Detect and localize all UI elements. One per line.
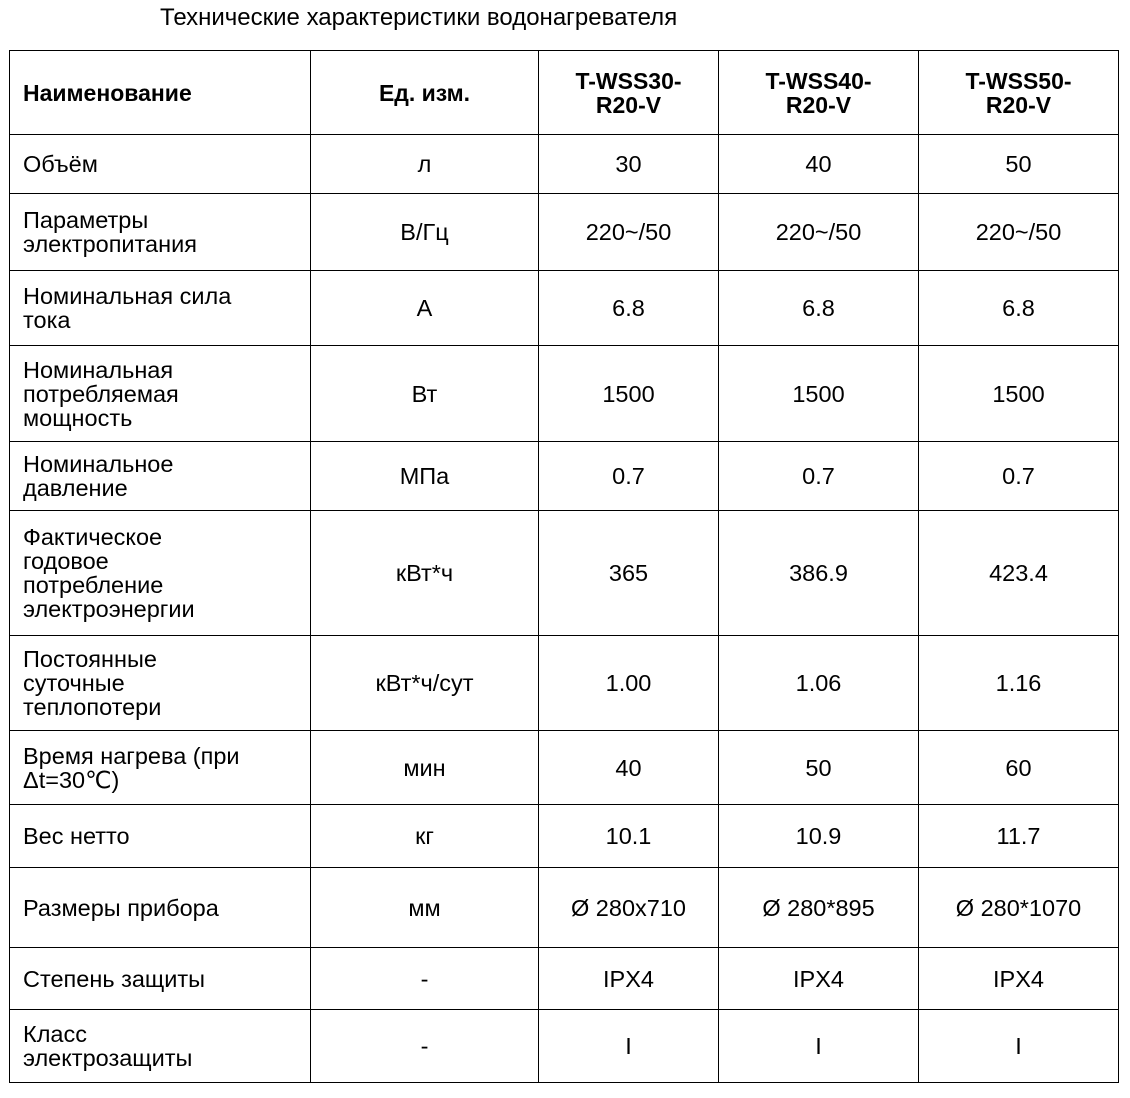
- table-cell: 1.16: [918, 635, 1119, 731]
- table-cell: 365: [538, 510, 719, 636]
- table-cell: 50: [918, 134, 1119, 194]
- header-cell: Ед. изм.: [310, 50, 539, 135]
- table-cell: 6.8: [538, 270, 719, 346]
- table-cell: Номинальное давление: [9, 441, 311, 511]
- table-cell: кВт*ч: [310, 510, 539, 636]
- table-cell: 6.8: [718, 270, 919, 346]
- table-cell: 423.4: [918, 510, 1119, 636]
- table-cell: Ø 280*895: [718, 867, 919, 948]
- table-cell: кВт*ч/сут: [310, 635, 539, 731]
- spec-table: Наименование Ед. изм. T-WSS30- R20-V T-WSS4…: [9, 50, 1119, 1083]
- table-cell: 40: [538, 730, 719, 805]
- table-cell: кг: [310, 804, 539, 868]
- header-cell: Наименование: [9, 50, 311, 135]
- table-row: Фактическое годовое потребление электроэ…: [9, 510, 1119, 636]
- table-row: Постоянные суточные теплопотери кВт*ч/сут…: [9, 635, 1119, 731]
- document-title: Технические характеристики водонагревате…: [160, 4, 678, 31]
- table-cell: Степень защиты: [9, 947, 311, 1010]
- table-cell: Вт: [310, 345, 539, 442]
- table-row: Номинальная сила тока А 6.8 6.8 6.8: [9, 270, 1119, 346]
- table-cell: 6.8: [918, 270, 1119, 346]
- table-cell: Параметры электропитания: [9, 193, 311, 271]
- table-cell: IPX4: [918, 947, 1119, 1010]
- table-cell: Размеры прибора: [9, 867, 311, 948]
- table-cell: Время нагрева (при Δt=30℃): [9, 730, 311, 805]
- table-cell: I: [918, 1009, 1119, 1083]
- table-cell: I: [538, 1009, 719, 1083]
- table-cell: Номинальная потребляемая мощность: [9, 345, 311, 442]
- header-cell: T-WSS30- R20-V: [538, 50, 719, 135]
- table-cell: 60: [918, 730, 1119, 805]
- table-row: Время нагрева (при Δt=30℃) мин 40 50 60: [9, 730, 1119, 805]
- table-cell: 1.00: [538, 635, 719, 731]
- table-row: Размеры прибора мм Ø 280x710 Ø 280*895 Ø 280…: [9, 867, 1119, 948]
- table-cell: Фактическое годовое потребление электроэ…: [9, 510, 311, 636]
- table-row: Объём л 30 40 50: [9, 134, 1119, 194]
- table-cell: 1.06: [718, 635, 919, 731]
- header-cell: T-WSS50- R20-V: [918, 50, 1119, 135]
- table-cell: Класс электрозащиты: [9, 1009, 311, 1083]
- table-cell: л: [310, 134, 539, 194]
- table-cell: 220~/50: [918, 193, 1119, 271]
- table-cell: мин: [310, 730, 539, 805]
- table-row: Параметры электропитания В/Гц 220~/50 220~/…: [9, 193, 1119, 271]
- table-cell: IPX4: [718, 947, 919, 1010]
- header-row: Наименование Ед. изм. T-WSS30- R20-V T-WSS4…: [9, 50, 1119, 135]
- table-cell: Объём: [9, 134, 311, 194]
- table-cell: 40: [718, 134, 919, 194]
- table-row: Вес нетто кг 10.1 10.9 11.7: [9, 804, 1119, 868]
- table-cell: Постоянные суточные теплопотери: [9, 635, 311, 731]
- table-cell: 1500: [718, 345, 919, 442]
- table-cell: 50: [718, 730, 919, 805]
- table-row: Степень защиты - IPX4 IPX4 IPX4: [9, 947, 1119, 1010]
- table-cell: Вес нетто: [9, 804, 311, 868]
- table-cell: I: [718, 1009, 919, 1083]
- table-cell: Ø 280*1070: [918, 867, 1119, 948]
- table-cell: 30: [538, 134, 719, 194]
- table-cell: 0.7: [918, 441, 1119, 511]
- table-cell: 10.1: [538, 804, 719, 868]
- table-cell: 10.9: [718, 804, 919, 868]
- table-row: Класс электрозащиты - I I I: [9, 1009, 1119, 1083]
- table-cell: 0.7: [538, 441, 719, 511]
- table-row: Номинальная потребляемая мощность Вт 1500 1…: [9, 345, 1119, 442]
- table-cell: IPX4: [538, 947, 719, 1010]
- table-cell: -: [310, 1009, 539, 1083]
- table-cell: Ø 280x710: [538, 867, 719, 948]
- table-cell: 1500: [538, 345, 719, 442]
- table-cell: 220~/50: [538, 193, 719, 271]
- table-cell: Номинальная сила тока: [9, 270, 311, 346]
- header-cell: T-WSS40- R20-V: [718, 50, 919, 135]
- table-cell: 386.9: [718, 510, 919, 636]
- table-cell: МПа: [310, 441, 539, 511]
- table-cell: мм: [310, 867, 539, 948]
- table-cell: В/Гц: [310, 193, 539, 271]
- table-cell: 11.7: [918, 804, 1119, 868]
- table-cell: 0.7: [718, 441, 919, 511]
- table-cell: 220~/50: [718, 193, 919, 271]
- table-row: Номинальное давление МПа 0.7 0.7 0.7: [9, 441, 1119, 511]
- table-cell: 1500: [918, 345, 1119, 442]
- table-cell: -: [310, 947, 539, 1010]
- table-cell: А: [310, 270, 539, 346]
